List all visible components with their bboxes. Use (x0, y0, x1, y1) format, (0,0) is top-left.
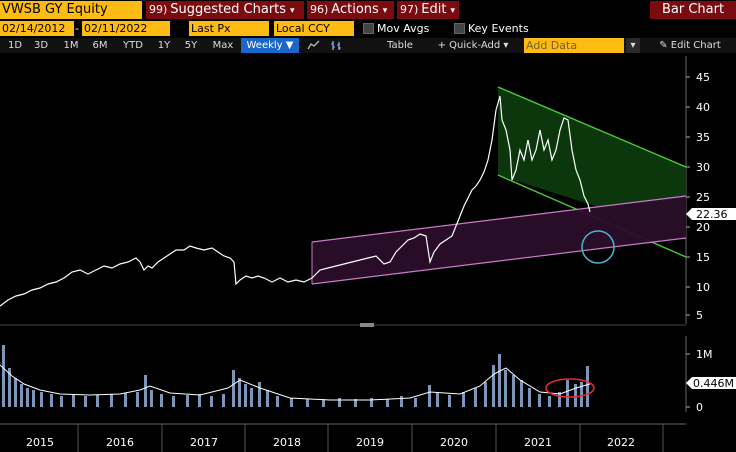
price-tick-label: 45 (696, 71, 710, 84)
price-tick-label: 5 (696, 309, 703, 322)
ticker-field[interactable]: VWSB GY Equity (0, 1, 142, 19)
table-button[interactable]: Table (387, 40, 413, 51)
price-series-line (0, 95, 591, 307)
plus-icon: + (437, 40, 446, 51)
title-bar: VWSB GY Equity 99) Suggested Charts ▾ 96) A… (0, 0, 736, 20)
wrench-icon: ✎ (659, 40, 668, 51)
period-max-button[interactable]: Max (212, 40, 234, 51)
period-ytd-button[interactable]: YTD (123, 40, 143, 51)
channel-upper-pink-line[interactable] (311, 195, 687, 243)
settings-bar: 02/14/2012 - 02/11/2022 Last Px Local CC… (0, 21, 736, 37)
add-data-dropdown-icon[interactable]: ▾ (626, 38, 640, 53)
last-volume-label: 0.446M (693, 377, 734, 390)
mov-avgs-label: Mov Avgs (377, 22, 430, 35)
price-tick-label: 20 (696, 221, 710, 234)
caret-down-icon: ▾ (450, 6, 456, 16)
frequency-select[interactable]: Weekly ▼ (241, 38, 299, 53)
price-tick-label: 35 (696, 131, 710, 144)
price-axis: 45 40 35 30 25 20 15 10 5 (686, 71, 710, 322)
start-date-field[interactable]: 02/14/2012 (0, 21, 74, 36)
price-tick-label: 40 (696, 101, 710, 114)
bar-chart-icon[interactable] (328, 38, 344, 53)
price-tick-label: 25 (696, 191, 710, 204)
chart-type-title: Bar Chart (650, 1, 736, 19)
channel-lower-pink-line[interactable] (311, 237, 687, 285)
price-tick-label: 30 (696, 161, 710, 174)
x-tick-label: 2022 (607, 436, 635, 449)
currency-select[interactable]: Local CCY (274, 21, 354, 36)
channel-upper-line[interactable] (497, 86, 687, 168)
caret-down-icon: ▾ (503, 40, 509, 51)
descending-channel-fill (498, 87, 686, 235)
caret-down-icon: ▾ (290, 6, 295, 16)
menu-label: Suggested Charts (170, 2, 287, 17)
edit-chart-button[interactable]: ✎ Edit Chart (646, 38, 734, 53)
menu-label: Actions (331, 2, 379, 17)
volume-moving-average (0, 364, 591, 401)
price-tick-label: 15 (696, 251, 710, 264)
period-1d-button[interactable]: 1D (7, 40, 23, 51)
toolbar: 1D 3D 1M 6M YTD 1Y 5Y Max Weekly ▼ Table… (0, 38, 736, 53)
volume-bars (2, 345, 589, 407)
last-volume-tag (686, 377, 736, 389)
x-tick-label: 2017 (190, 436, 218, 449)
menu-number: 97) (400, 3, 419, 16)
frequency-label: Weekly (246, 40, 283, 51)
edit-chart-label: Edit Chart (670, 40, 721, 51)
x-tick-label: 2021 (524, 436, 552, 449)
period-1y-button[interactable]: 1Y (157, 40, 171, 51)
price-tick-label: 10 (696, 281, 710, 294)
last-price-tag (686, 208, 736, 220)
annotation-circle[interactable] (581, 230, 615, 264)
panel-resize-handle[interactable] (360, 323, 374, 327)
date-range-separator: - (75, 22, 79, 35)
quick-add-button[interactable]: + Quick-Add ▾ (432, 38, 514, 53)
menu-label: Edit (421, 2, 447, 17)
x-tick-label: 2019 (356, 436, 384, 449)
annotation-ellipse[interactable] (545, 378, 595, 398)
x-tick-label: 2016 (106, 436, 134, 449)
key-events-label: Key Events (468, 22, 529, 35)
ascending-channel-fill (312, 196, 686, 284)
edit-menu[interactable]: 97) Edit ▾ (397, 1, 459, 19)
menu-number: 99) (149, 3, 168, 16)
key-events-checkbox[interactable] (454, 23, 465, 34)
period-5y-button[interactable]: 5Y (184, 40, 198, 51)
triangle-down-icon: ▼ (285, 40, 294, 51)
x-tick-label: 2015 (26, 436, 54, 449)
field-select[interactable]: Last Px (189, 21, 269, 36)
end-date-field[interactable]: 02/11/2022 (82, 21, 170, 36)
volume-tick-label: 1M (696, 348, 713, 361)
menu-number: 96) (310, 3, 329, 16)
line-chart-icon[interactable] (306, 38, 322, 53)
add-data-input[interactable]: Add Data (524, 38, 624, 53)
quick-add-label: Quick-Add (449, 40, 501, 51)
last-price-label: 22.36 (696, 208, 728, 221)
period-1m-button[interactable]: 1M (63, 40, 79, 51)
caret-down-icon: ▾ (382, 6, 388, 16)
x-axis (77, 424, 664, 452)
actions-menu[interactable]: 96) Actions ▾ (307, 1, 394, 19)
suggested-charts-menu[interactable]: 99) Suggested Charts ▾ (146, 1, 304, 19)
x-tick-label: 2018 (273, 436, 301, 449)
volume-axis: 1M 0 (686, 348, 713, 414)
volume-tick-label: 0 (696, 401, 703, 414)
mov-avgs-checkbox[interactable] (363, 23, 374, 34)
x-tick-label: 2020 (440, 436, 468, 449)
period-3d-button[interactable]: 3D (33, 40, 49, 51)
period-6m-button[interactable]: 6M (92, 40, 108, 51)
